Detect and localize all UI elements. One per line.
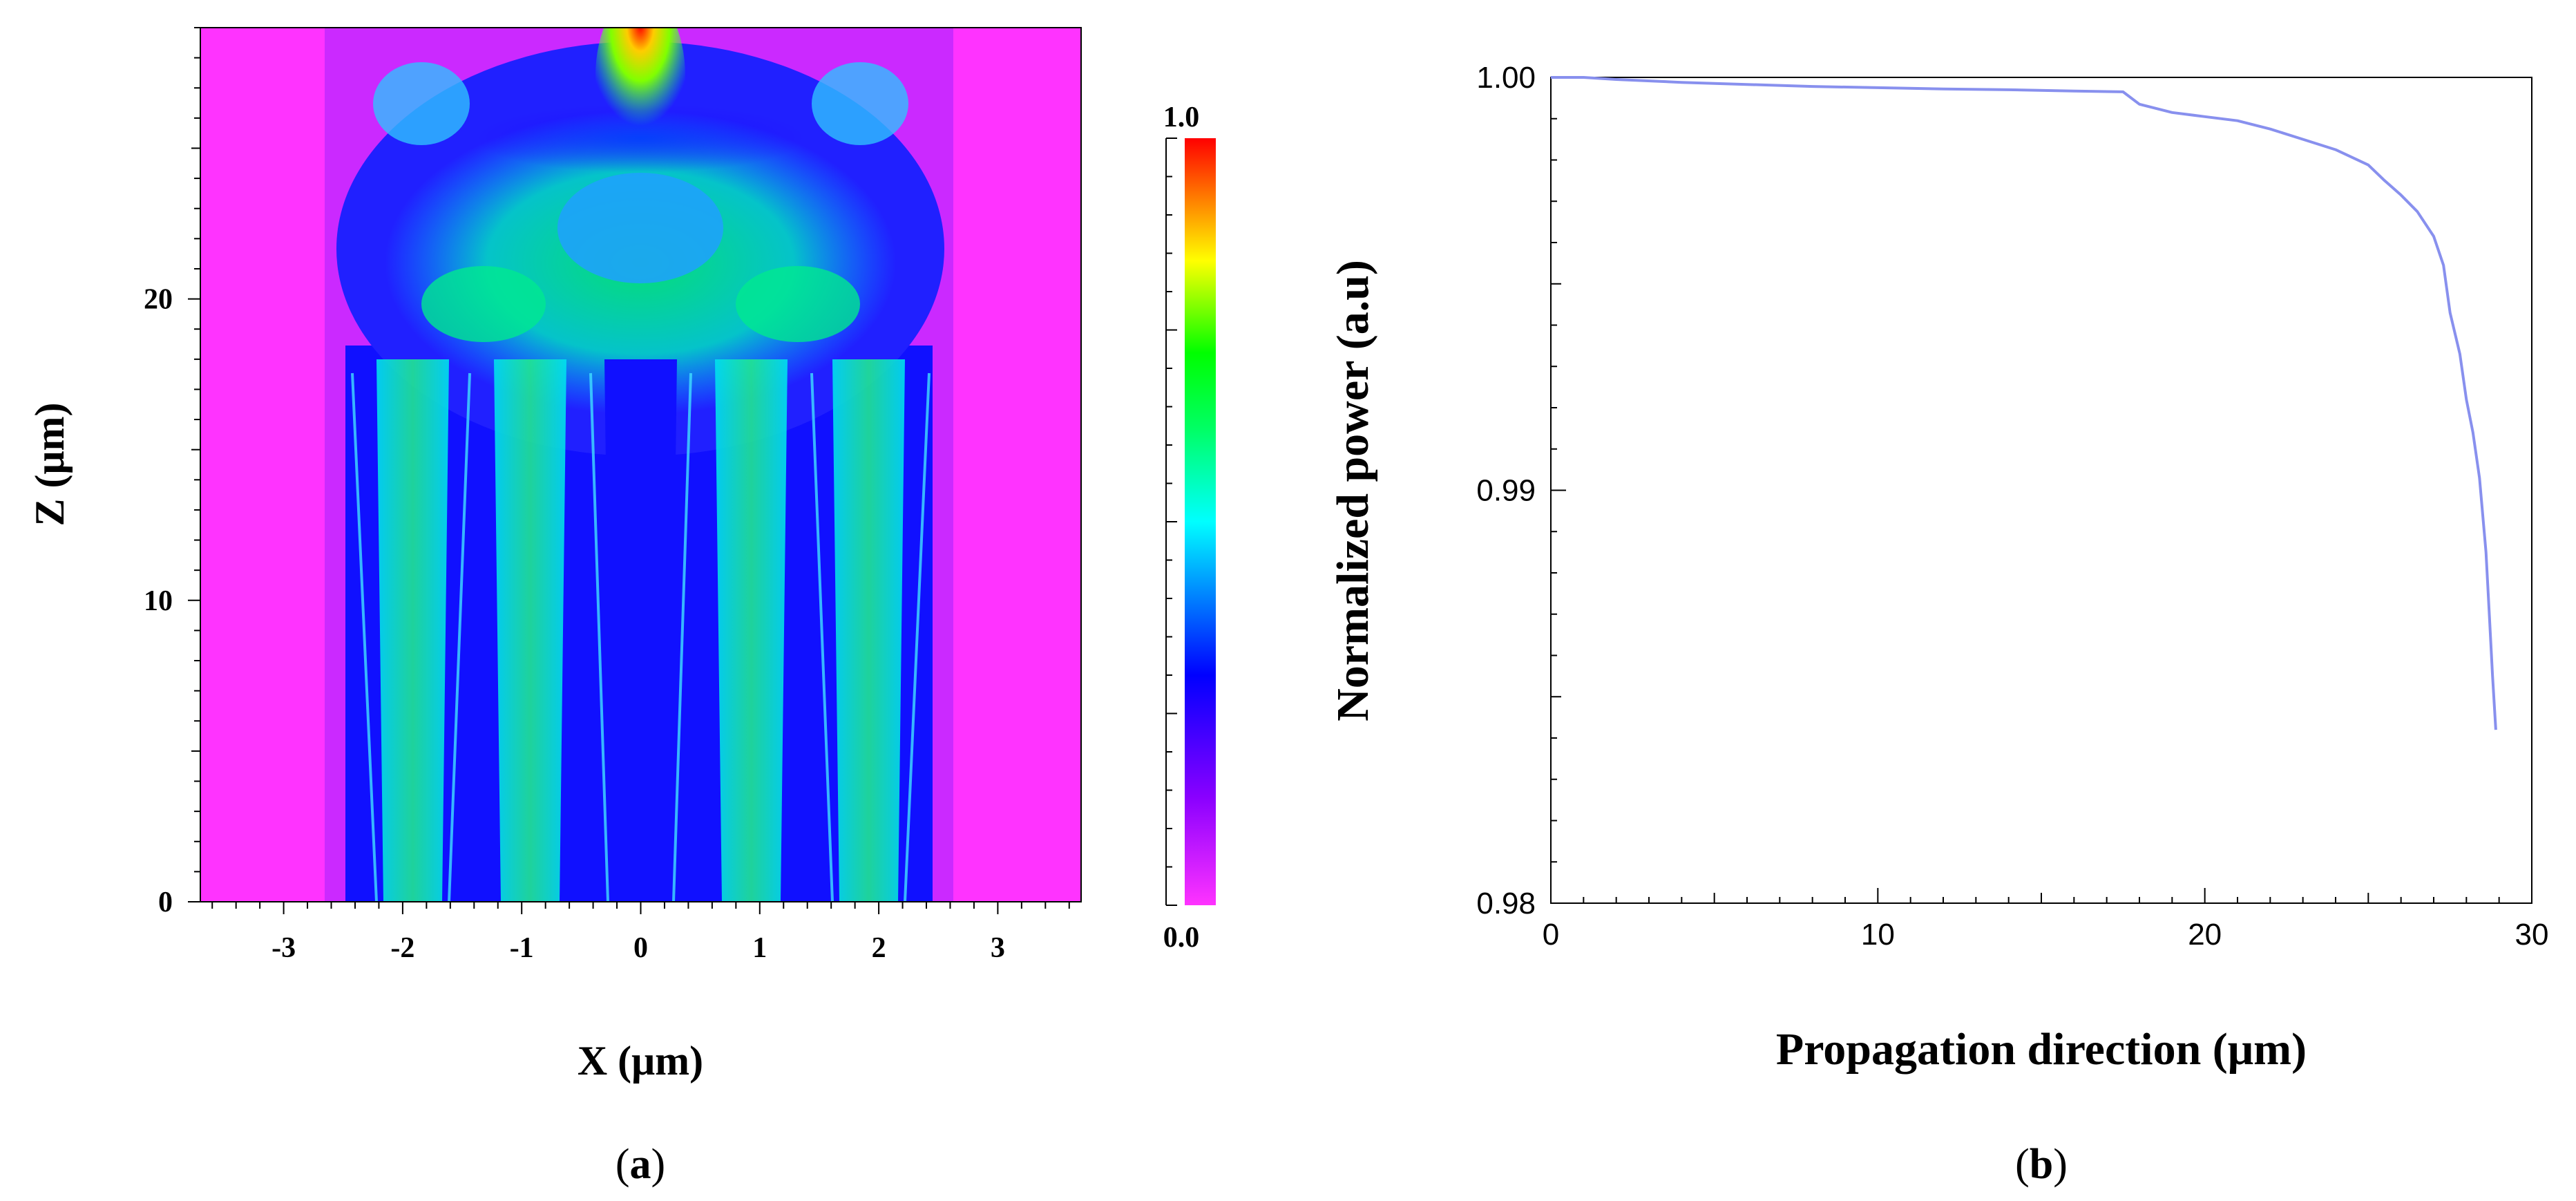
panel-b-y-ticks: 0.98 0.99 1.00 [1476,61,1566,920]
panel-b-y-axis-label: Normalized power (a.u) [1328,260,1378,721]
panel-b: 0 10 20 30 0.98 0.99 1.00 Propagation directi… [1328,61,2548,1188]
colorbar-max-label: 1.0 [1163,102,1200,133]
colorbar-gradient [1185,138,1216,905]
x-tick-label: -3 [271,932,296,964]
colorbar: 1.0 0.0 [1163,102,1216,954]
panel-a-y-axis-label: Z (μm) [27,403,73,527]
waveguide-core [832,359,905,902]
field-lobe-right [736,266,860,342]
colorbar-min-label: 0.0 [1163,922,1200,954]
x-tick-label: -2 [390,932,414,964]
waveguide-core [715,359,788,902]
x-tick-label: -1 [510,932,534,964]
field-output-focus [595,28,685,159]
x-tick-label: 30 [2515,918,2549,952]
y-tick-label: 20 [144,284,173,316]
waveguide-core [376,359,449,902]
x-tick-label: 3 [991,932,1005,964]
panel-a-y-ticks: 0 10 20 [144,27,200,918]
y-tick-label: 0.99 [1476,474,1536,508]
series-line [1551,76,2497,730]
field-lobe-upper-right [812,62,908,145]
panel-a-x-ticks: -3 -2 -1 0 1 2 3 [211,902,1070,964]
waveguide-cores [376,359,905,902]
panel-a-x-axis-label: X (μm) [578,1038,703,1084]
waveguide-edges [351,372,931,902]
colorbar-ticks [1166,138,1177,906]
panel-b-label: (b) [2015,1141,2068,1188]
field-coupling-center [557,173,723,283]
y-tick-label: 1.00 [1476,61,1536,95]
x-tick-label: 10 [1861,918,1895,952]
y-tick-label: 0.98 [1476,887,1536,920]
waveguide-core [494,359,566,902]
x-tick-label: 2 [872,932,886,964]
field-lobe-left [421,266,546,342]
y-tick-label: 0 [158,887,173,918]
panel-a: -3 -2 -1 0 1 2 3 0 10 20 X (μm) Z (μm) 1.0 0.0 (… [27,27,1216,1188]
waveguide-core [604,359,677,902]
panel-b-frame [1550,77,2532,904]
panel-a-label: (a) [616,1141,665,1188]
y-tick-label: 10 [144,585,173,617]
field-lobe-upper-left [373,62,470,145]
panel-b-x-ticks: 0 10 20 30 [1543,888,2549,952]
x-tick-label: 0 [633,932,648,964]
panel-b-series [1551,76,2497,730]
x-tick-label: 20 [2188,918,2222,952]
field-map [200,28,1081,902]
x-tick-label: 1 [752,932,767,964]
x-tick-label: 0 [1543,918,1559,952]
panel-b-x-axis-label: Propagation direction (μm) [1776,1024,2307,1075]
